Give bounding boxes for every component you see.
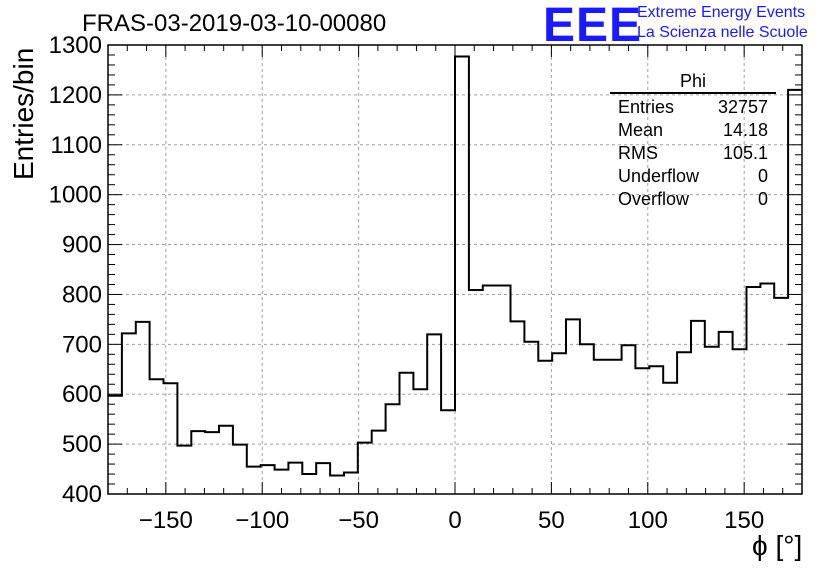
- x-tick-label: 0: [448, 507, 461, 534]
- y-axis: 400 500 600 700 800 900 1000 1100 1200 1300: [49, 32, 802, 508]
- stats-label: Entries: [618, 97, 675, 117]
- x-tick-label: 50: [538, 507, 565, 534]
- y-tick-label: 1300: [49, 32, 102, 59]
- eee-logo-text: Extreme Energy Events La Scienza nelle S…: [637, 3, 808, 43]
- y-tick-label: 900: [62, 232, 102, 259]
- logo-line-2: La Scienza nelle Scuole: [637, 24, 808, 41]
- y-axis-label: Entries/bin: [8, 47, 39, 180]
- x-axis: −150 −100 −50 0 50 100 150: [107, 45, 803, 534]
- x-tick-label: −50: [338, 507, 379, 534]
- eee-logo-mark: EEE: [543, 0, 643, 52]
- stats-label: RMS: [618, 143, 658, 163]
- y-tick-label: 700: [62, 331, 102, 358]
- x-tick-label: 100: [628, 507, 668, 534]
- y-tick-label: 1000: [49, 182, 102, 209]
- stats-value: 0: [757, 166, 768, 186]
- x-axis-label: ϕ [°]: [752, 530, 803, 561]
- logo-line-1: Extreme Energy Events: [637, 4, 806, 21]
- stats-row-overflow: Overflow 0: [610, 188, 776, 211]
- y-tick-label: 1100: [50, 132, 102, 159]
- y-tick-label: 400: [62, 481, 102, 508]
- stats-label: Mean: [618, 120, 664, 140]
- stats-row-rms: RMS 105.1: [610, 142, 776, 165]
- stats-row-underflow: Underflow 0: [610, 165, 776, 188]
- stats-value: 32757: [717, 97, 768, 117]
- y-tick-label: 600: [62, 381, 102, 408]
- x-tick-label: 150: [724, 507, 764, 534]
- chart-title: FRAS-03-2019-03-10-00080: [82, 10, 387, 37]
- stats-title: Phi: [679, 71, 706, 91]
- histogram-series: [108, 55, 802, 477]
- y-tick-label: 1200: [49, 82, 102, 109]
- stats-label: Underflow: [618, 166, 700, 186]
- stats-divider: [610, 92, 776, 94]
- stats-label: Overflow: [618, 189, 690, 209]
- y-tick-label: 800: [62, 281, 102, 308]
- stats-value: 0: [757, 189, 768, 209]
- stats-row-entries: Entries 32757: [610, 96, 776, 119]
- x-tick-label: −150: [139, 507, 193, 534]
- stats-box: Phi Entries 32757 Mean 14.18 RMS 105.1 U…: [610, 70, 776, 211]
- stats-value: 105.1: [722, 143, 768, 163]
- stats-value: 14.18: [722, 120, 768, 140]
- x-tick-label: −100: [235, 507, 289, 534]
- y-tick-label: 500: [62, 431, 102, 458]
- stats-row-mean: Mean 14.18: [610, 119, 776, 142]
